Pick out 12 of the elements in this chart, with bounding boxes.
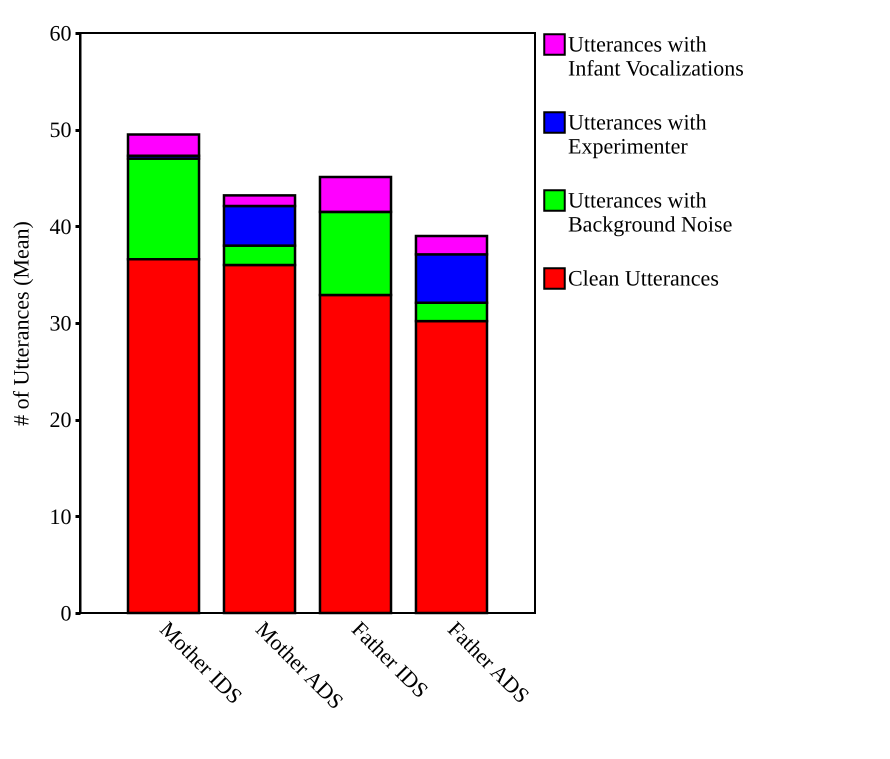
y-tick-label: 50 [50, 117, 72, 142]
y-axis-title: # of Utterances (Mean) [8, 221, 34, 426]
legend-label: Clean Utterances [568, 266, 719, 290]
legend-label: Utterances with Background Noise [568, 188, 732, 236]
y-tick-label: 0 [60, 600, 72, 626]
legend-label: Utterances with Infant Vocalizations [568, 32, 744, 80]
y-tick-label: 40 [50, 214, 72, 239]
y-tick-label: 30 [50, 310, 72, 336]
y-tick-label: 10 [50, 504, 72, 529]
legend-label: Utterances with Experimenter [568, 110, 707, 158]
y-tick-label: 60 [50, 20, 72, 46]
y-tick-label: 20 [50, 407, 72, 432]
